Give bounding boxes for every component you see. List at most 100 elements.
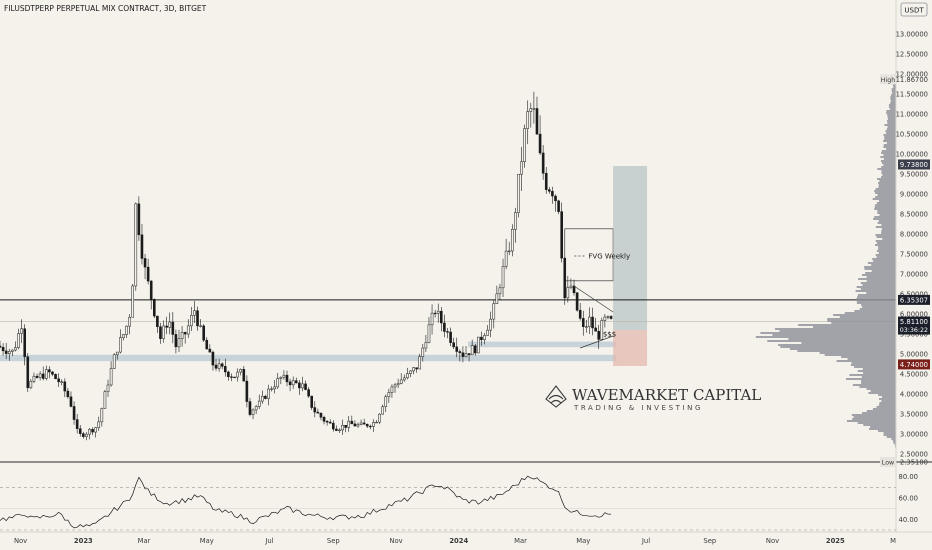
candle-body xyxy=(193,310,196,316)
profile-bar xyxy=(890,102,896,104)
candle xyxy=(223,358,227,377)
profile-bar xyxy=(862,306,896,308)
candle-body xyxy=(510,228,514,252)
price-tick: 10.00000 xyxy=(896,151,928,159)
candle xyxy=(251,408,255,420)
liquidity-band xyxy=(468,341,617,348)
candle-body xyxy=(378,413,381,423)
candle xyxy=(390,384,394,398)
price-tick: 4.50000 xyxy=(900,371,928,379)
candle xyxy=(69,391,73,408)
profile-bar xyxy=(876,236,896,238)
candle-body xyxy=(298,382,301,389)
profile-bar xyxy=(859,386,896,388)
profile-bar xyxy=(861,304,896,306)
candle-body xyxy=(532,108,536,110)
profile-bar xyxy=(885,130,896,132)
profile-bar xyxy=(862,412,896,414)
candle xyxy=(523,124,526,168)
profile-bar xyxy=(853,416,896,418)
profile-bar xyxy=(886,132,896,134)
tag-box xyxy=(880,74,896,85)
tag-value: 2.35100 xyxy=(900,459,928,467)
candle-body xyxy=(97,421,101,428)
candle-body xyxy=(581,318,585,328)
candle xyxy=(603,314,607,328)
candle-body xyxy=(418,356,422,370)
profile-bar xyxy=(869,428,896,430)
candle xyxy=(396,378,400,389)
time-axis[interactable]: Nov 2023 Mar May Jul Sep Nov 2024 Mar May Jul Sep No… xyxy=(0,531,932,545)
candle-body xyxy=(483,335,486,340)
candle xyxy=(276,372,280,389)
candle-body xyxy=(572,285,576,294)
candle xyxy=(399,373,403,385)
candle-body xyxy=(7,351,11,354)
currency-badge[interactable]: USDT xyxy=(900,2,928,17)
price-tick: 13.00000 xyxy=(896,31,928,39)
candle xyxy=(60,379,64,386)
candle-body xyxy=(341,424,344,431)
candle xyxy=(310,395,313,410)
candle xyxy=(307,387,310,398)
candle xyxy=(159,322,162,344)
profile-bar xyxy=(867,262,896,264)
candle-body xyxy=(248,401,252,415)
profile-bar xyxy=(861,380,896,382)
candle xyxy=(29,379,33,390)
candle-body xyxy=(369,425,372,428)
profile-bar xyxy=(851,362,896,364)
candle xyxy=(177,329,181,352)
candle xyxy=(17,328,20,350)
long-target-zone xyxy=(613,166,648,330)
candle-body xyxy=(23,328,26,358)
candle-body xyxy=(205,339,209,350)
profile-bar xyxy=(884,124,896,126)
candle xyxy=(291,376,295,389)
tag-text: Low xyxy=(882,460,894,467)
profile-bar xyxy=(871,270,896,272)
profile-bar xyxy=(875,244,896,246)
candle-body xyxy=(100,408,104,423)
profile-bar xyxy=(887,118,896,120)
profile-bar xyxy=(891,438,896,440)
rsi-pane[interactable]: 80.00 60.00 40.00 xyxy=(0,473,918,531)
profile-bar xyxy=(881,166,896,168)
candle-body xyxy=(85,433,88,437)
profile-bar xyxy=(886,142,896,144)
candle xyxy=(97,416,101,431)
candle-body xyxy=(112,354,116,369)
candle xyxy=(600,317,604,340)
candle xyxy=(143,253,147,280)
profile-bar xyxy=(860,288,896,290)
candle xyxy=(239,368,243,376)
rsi-tick: 80.00 xyxy=(899,473,918,481)
candle xyxy=(560,202,563,263)
time-tick: Sep xyxy=(703,537,716,545)
profile-bar xyxy=(887,120,896,122)
profile-bar xyxy=(846,378,896,380)
candle-body xyxy=(217,363,221,369)
price-badge xyxy=(898,294,930,305)
profile-bar xyxy=(827,320,896,322)
candle-body xyxy=(591,316,594,329)
candle-body xyxy=(153,299,156,317)
candle xyxy=(267,384,270,406)
price-badge xyxy=(898,316,930,335)
candle xyxy=(517,173,520,218)
candle-body xyxy=(387,392,391,397)
profile-bar xyxy=(831,322,896,324)
profile-bar xyxy=(833,314,896,316)
candle xyxy=(288,378,292,392)
candle xyxy=(199,319,202,328)
candle xyxy=(581,310,585,336)
candle-body xyxy=(393,384,397,388)
time-tick: Mar xyxy=(138,537,151,545)
profile-bar xyxy=(813,326,896,328)
profile-bar xyxy=(877,222,896,224)
candle-body xyxy=(11,349,14,352)
profile-bar xyxy=(887,126,896,128)
profile-bar xyxy=(858,278,896,280)
profile-bar xyxy=(886,148,896,150)
